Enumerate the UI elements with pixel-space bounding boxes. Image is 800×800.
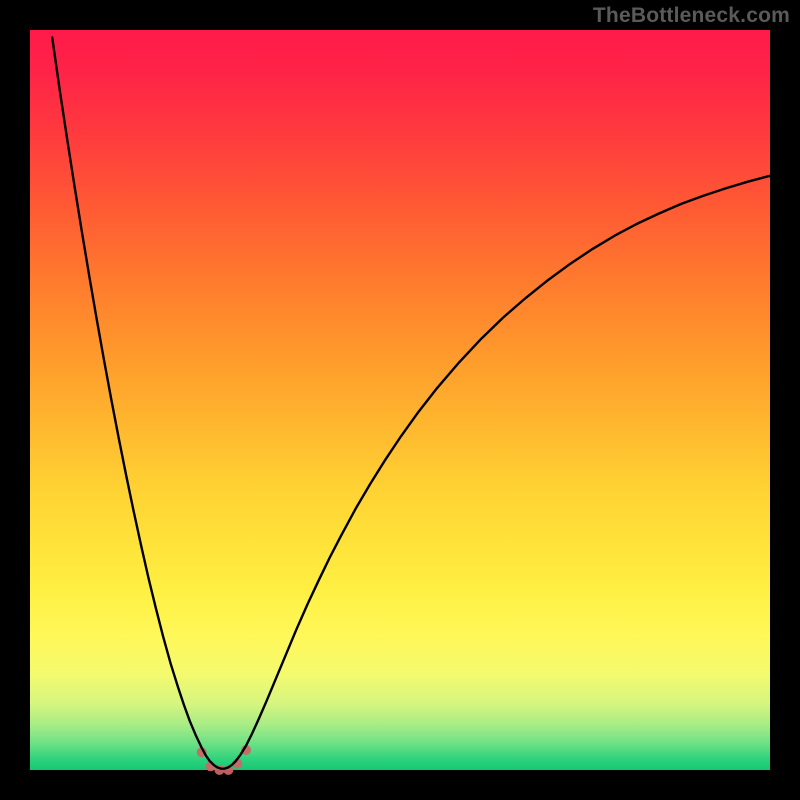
plot-svg	[0, 0, 800, 800]
chart-frame: TheBottleneck.com	[0, 0, 800, 800]
gradient-background	[30, 30, 770, 770]
